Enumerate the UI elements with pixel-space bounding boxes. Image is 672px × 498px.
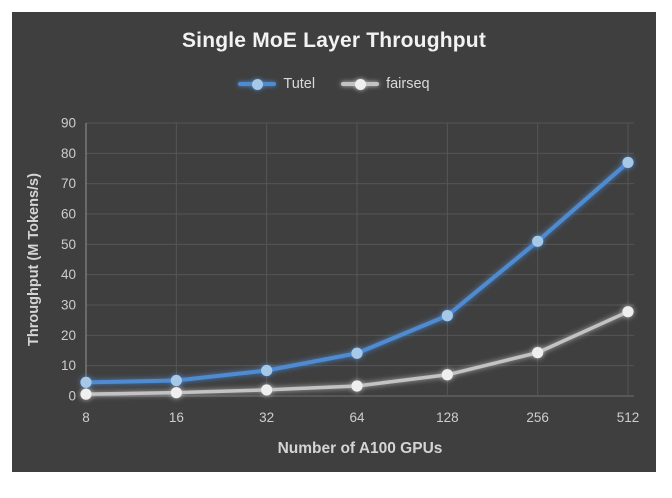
chart-title: Single MoE Layer Throughput <box>181 29 487 52</box>
data-point-fairseq-512 <box>622 306 634 318</box>
data-point-tutel-512 <box>622 156 634 169</box>
legend: Tutel fairseq <box>12 76 656 92</box>
legend-line-marker-icon <box>341 78 380 90</box>
data-point-tutel-256 <box>532 235 544 247</box>
x-tick-label-256: 256 <box>526 410 549 425</box>
y-tick-label-60: 60 <box>61 207 76 222</box>
y-tick-label-0: 0 <box>68 389 76 404</box>
x-tick-label-8: 8 <box>82 410 90 425</box>
y-tick-label-90: 90 <box>61 116 76 131</box>
x-tick-label-512: 512 <box>617 410 640 425</box>
y-tick-label-10: 10 <box>61 358 76 373</box>
y-tick-label-20: 20 <box>61 328 76 343</box>
data-point-tutel-64 <box>351 347 363 359</box>
data-point-tutel-128 <box>441 310 453 322</box>
legend-label: fairseq <box>386 76 430 92</box>
y-axis-title: Throughput (M Tokens/s) <box>26 173 42 346</box>
data-point-tutel-8 <box>80 376 92 388</box>
x-tick-label-16: 16 <box>169 410 184 425</box>
x-tick-label-128: 128 <box>436 410 459 425</box>
data-point-tutel-32 <box>261 364 273 377</box>
chart-card: Single MoE Layer Throughput Tutel fairseq… <box>12 12 656 472</box>
x-tick-label-64: 64 <box>349 410 365 425</box>
plot-area: 0 10 20 30 40 50 60 70 80 90 8 16 32 64 128 256 512 Throu… <box>26 116 640 458</box>
x-tick-label-32: 32 <box>259 410 274 425</box>
data-point-fairseq-16 <box>170 387 182 399</box>
legend-swatch-dot <box>354 78 366 90</box>
y-tick-label-40: 40 <box>61 267 76 282</box>
data-point-fairseq-128 <box>441 369 453 381</box>
data-point-fairseq-64 <box>351 380 363 392</box>
y-tick-label-70: 70 <box>61 176 76 191</box>
x-axis-title: Number of A100 GPUs <box>278 440 443 457</box>
data-point-fairseq-256 <box>532 347 544 359</box>
data-point-tutel-16 <box>170 374 182 387</box>
data-point-fairseq-8 <box>80 388 92 400</box>
y-tick-label-50: 50 <box>61 237 76 252</box>
legend-label: Tutel <box>283 76 316 92</box>
y-tick-label-80: 80 <box>61 146 76 161</box>
data-point-fairseq-32 <box>261 384 273 396</box>
legend-line-marker-icon <box>238 78 277 90</box>
legend-item-fairseq: fairseq <box>341 76 430 92</box>
legend-swatch-dot <box>251 78 263 90</box>
legend-item-tutel: Tutel <box>238 76 315 92</box>
y-tick-label-30: 30 <box>61 298 76 313</box>
